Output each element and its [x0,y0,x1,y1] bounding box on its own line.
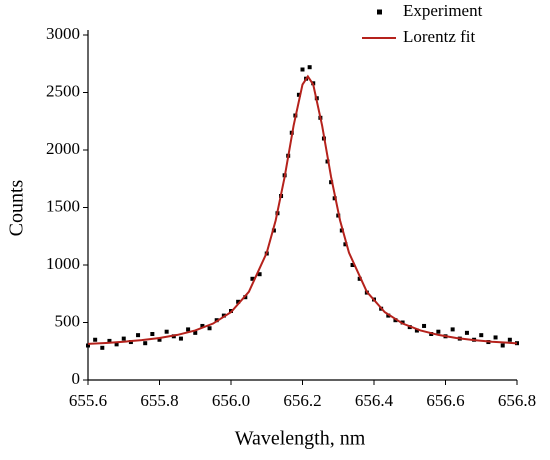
data-point [164,329,169,334]
y-tick-label: 2500 [46,81,80,100]
data-point [493,335,498,340]
x-tick-label: 656.6 [426,391,464,410]
x-tick-label: 656.2 [283,391,321,410]
data-point [357,276,362,281]
data-point [464,330,469,335]
data-point [186,327,191,332]
data-point [450,327,455,332]
y-tick-label: 500 [55,311,81,330]
legend-label: Experiment [403,1,483,20]
y-tick-label: 1000 [46,254,80,273]
y-tick-label: 1500 [46,196,80,215]
data-point [114,342,119,347]
data-point [343,242,348,247]
y-tick-label: 2000 [46,139,80,158]
data-point [150,332,155,336]
x-tick-label: 656.4 [355,391,394,410]
data-point [307,65,312,70]
data-point [300,67,305,72]
data-point [422,323,427,328]
legend-label: Lorentz fit [403,27,475,46]
data-point [500,343,505,348]
data-point [107,338,112,343]
data-point [143,341,148,346]
data-point [136,333,141,338]
y-axis-label: Counts [6,179,28,236]
data-point [100,345,105,350]
data-point [121,336,126,341]
data-point [86,343,90,348]
x-tick-label: 655.6 [69,391,107,410]
y-tick-label: 0 [72,369,81,388]
data-point [436,329,441,334]
x-tick-label: 656.8 [498,391,536,410]
data-point [207,326,212,331]
data-point [507,337,512,342]
data-point [93,337,98,342]
data-point [296,92,301,97]
data-point [157,337,162,342]
y-tick-label: 3000 [46,24,80,43]
fit-line [87,74,518,345]
data-point [250,276,255,281]
data-point [479,333,484,338]
legend-marker [377,9,382,15]
data-point [178,336,183,341]
x-tick-label: 655.8 [140,391,178,410]
data-point [257,272,262,277]
x-axis-label: Wavelength, nm [235,428,366,450]
data-point [329,180,334,185]
x-tick-label: 656.0 [212,391,250,410]
data-point [414,328,419,333]
data-point [350,263,355,267]
data-point [200,323,205,328]
data-point [193,330,198,335]
data-point [236,299,241,304]
data-point [393,318,398,323]
